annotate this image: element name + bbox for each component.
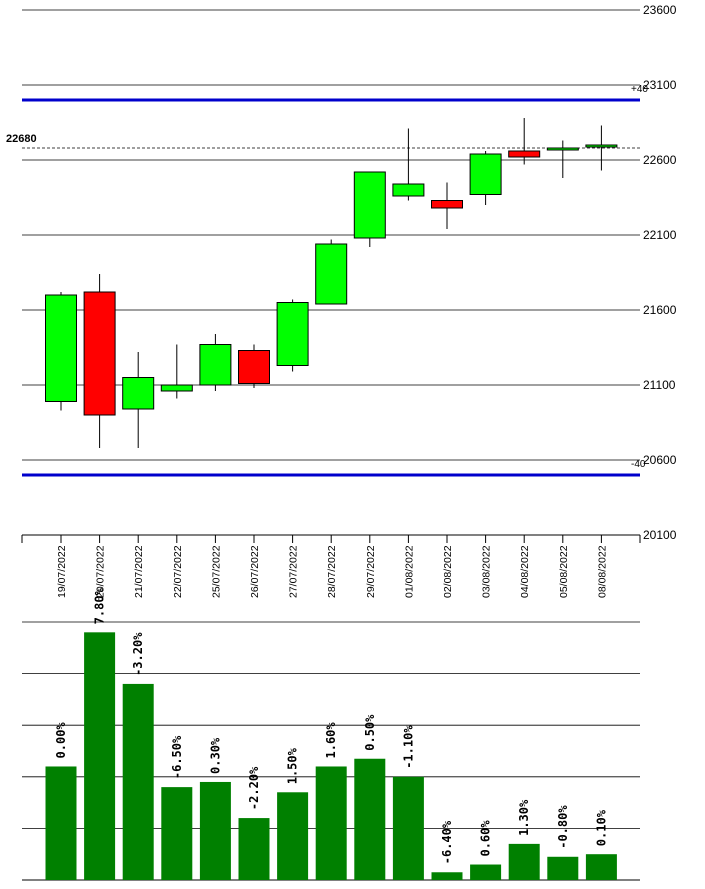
- date-tick-label: 27/07/2022: [288, 545, 300, 598]
- bar: [392, 776, 424, 880]
- price-bands: +40 -40 22680: [6, 84, 648, 477]
- date-tick-label: 21/07/2022: [133, 545, 145, 598]
- lower-band-label: -40: [631, 459, 646, 470]
- date-tick-label: 29/07/2022: [365, 545, 377, 598]
- candle-body: [160, 384, 193, 392]
- bar-value-label: 7.80%: [93, 587, 107, 624]
- candle-body: [469, 153, 502, 195]
- candle-body: [199, 344, 232, 386]
- price-tick-label: 22600: [643, 153, 677, 167]
- bar: [122, 683, 154, 880]
- bar: [45, 766, 77, 880]
- bar-value-label: 0.10%: [594, 809, 608, 846]
- bar-series: 0.00% 7.80% -3.20% -6.50% 0.30% -2.20% 1.50% 1.…: [45, 587, 617, 880]
- bar-value-label: 0.50%: [363, 714, 377, 751]
- candle-body: [122, 377, 155, 410]
- candle-body: [83, 291, 116, 416]
- date-tick-label: 01/08/2022: [403, 545, 415, 598]
- bar: [470, 864, 502, 880]
- candle-body: [315, 243, 348, 305]
- bar-value-label: 1.60%: [324, 722, 338, 759]
- date-tick-label: 22/07/2022: [172, 545, 184, 598]
- price-tick-label: 20600: [643, 453, 677, 467]
- date-tick-label: 20/07/2022: [95, 545, 107, 598]
- bar: [508, 843, 540, 880]
- bar: [431, 872, 463, 880]
- price-axis: 20100 20600 21100 21600 22100 22600 23100 23600: [643, 3, 677, 542]
- price-tick-label: 23100: [643, 78, 677, 92]
- candle-body: [546, 147, 579, 151]
- candle-body: [508, 150, 541, 158]
- bar: [277, 792, 309, 880]
- candle-body: [585, 144, 618, 148]
- current-price-label: 22680: [6, 133, 37, 145]
- bar: [354, 758, 386, 880]
- candle-body: [353, 171, 386, 239]
- candle-body: [238, 350, 270, 384]
- candle-body: [276, 302, 309, 366]
- bar: [161, 787, 193, 880]
- bar: [238, 818, 270, 880]
- bar-value-label: -3.20%: [131, 632, 145, 676]
- price-tick-label: 22100: [643, 228, 677, 242]
- bar: [547, 856, 579, 880]
- bar-value-label: -0.80%: [556, 805, 570, 849]
- candle-body: [45, 294, 77, 402]
- upper-band-label: +40: [631, 84, 648, 95]
- bar-value-label: 1.50%: [286, 747, 300, 784]
- price-tick-label: 20100: [643, 528, 677, 542]
- date-tick-label: 02/08/2022: [442, 545, 454, 598]
- bar-value-label: 0.30%: [208, 737, 222, 774]
- bar-value-label: -6.40%: [440, 820, 454, 864]
- price-tick-label: 23600: [643, 3, 677, 17]
- bar: [84, 632, 116, 880]
- date-tick-label: 08/08/2022: [596, 545, 608, 598]
- bar: [585, 854, 617, 880]
- price-tick-label: 21600: [643, 303, 677, 317]
- bar: [315, 766, 347, 880]
- date-tick-label: 28/07/2022: [326, 545, 338, 598]
- candle-body: [392, 183, 425, 197]
- candle-body: [431, 200, 463, 209]
- bar-value-label: 1.30%: [517, 799, 531, 836]
- bar-value-label: 0.60%: [479, 820, 493, 857]
- bar-value-label: -1.10%: [401, 725, 415, 769]
- date-tick-label: 04/08/2022: [519, 545, 531, 598]
- date-axis: 19/07/2022 20/07/2022 21/07/2022 22/07/2022…: [21, 534, 641, 598]
- date-tick-label: 25/07/2022: [210, 545, 222, 598]
- bar-value-label: 0.00%: [54, 722, 68, 759]
- date-tick-label: 19/07/2022: [56, 545, 68, 598]
- bar-value-label: -6.50%: [170, 735, 184, 779]
- date-tick-label: 26/07/2022: [249, 545, 261, 598]
- bar: [199, 781, 231, 880]
- price-candles: [45, 118, 618, 448]
- date-tick-label: 03/08/2022: [481, 545, 493, 598]
- price-tick-label: 21100: [643, 378, 676, 392]
- date-tick-label: 05/08/2022: [558, 545, 570, 598]
- bar-value-label: -2.20%: [247, 766, 261, 810]
